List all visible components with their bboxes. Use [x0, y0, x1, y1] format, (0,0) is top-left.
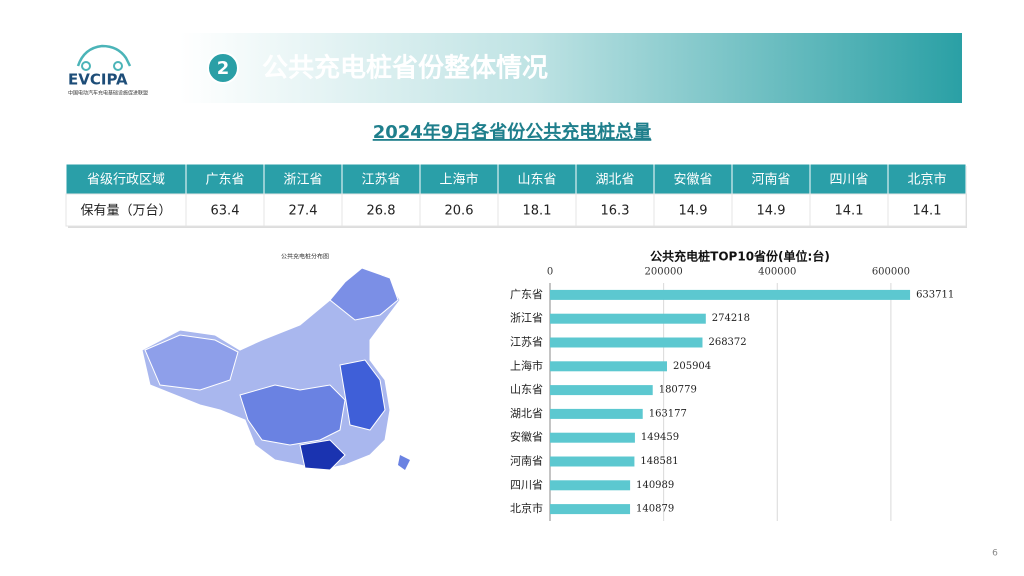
- header-text: 山东省: [517, 173, 556, 188]
- header-band: [180, 33, 962, 103]
- category-label: 浙江省: [510, 312, 543, 325]
- cell-text: 16.3: [601, 204, 630, 219]
- value-label: 268372: [708, 337, 746, 348]
- cell-text: 63.4: [211, 204, 240, 219]
- map-title: 公共充电桩分布图: [281, 253, 329, 261]
- table-cell: [497, 193, 577, 227]
- cell-text: 14.9: [679, 204, 708, 219]
- cell-text: 18.1: [523, 204, 552, 219]
- table-cell: [809, 193, 889, 227]
- header-text: 上海市: [439, 172, 478, 188]
- cell-text: 保有量（万台）: [80, 204, 171, 219]
- header-text: 北京市: [907, 172, 946, 188]
- bar: [550, 337, 703, 348]
- bar: [550, 408, 643, 419]
- subtitle: 2024年9月各省份公共充电桩总量: [373, 121, 652, 143]
- header-text: 省级行政区域: [87, 173, 165, 188]
- category-label: 广东省: [510, 288, 543, 301]
- header-text: 浙江省: [283, 173, 322, 188]
- cell-text: 20.6: [445, 204, 474, 219]
- header-cell: [497, 163, 577, 195]
- chart-title: 公共充电桩TOP10省份(单位:台): [650, 249, 830, 264]
- value-label: 140879: [636, 504, 674, 515]
- section-number: 2: [217, 58, 230, 79]
- header-text: 湖北省: [595, 173, 634, 188]
- bar: [550, 432, 635, 443]
- value-label: 163177: [649, 408, 687, 419]
- logo-org: 中国电动汽车充电基础设施促进联盟: [68, 90, 148, 97]
- logo-name: EVCIPA: [68, 71, 128, 89]
- table-cell: [575, 193, 655, 227]
- value-label: 149459: [641, 432, 679, 443]
- bar: [550, 385, 653, 396]
- bar: [550, 456, 635, 467]
- cell-text: 14.1: [835, 204, 864, 219]
- cell-text: 14.1: [913, 204, 942, 219]
- category-label: 北京市: [510, 501, 543, 515]
- value-label: 140989: [636, 480, 674, 491]
- cell-text: 14.9: [757, 204, 786, 219]
- table-cell: [653, 193, 733, 227]
- header-cell: [887, 163, 967, 195]
- header-text: 河南省: [751, 172, 790, 188]
- cell-text: 26.8: [367, 204, 396, 219]
- cell-text: 27.4: [289, 204, 318, 219]
- table-cell: [341, 193, 421, 227]
- header-title: 公共充电桩省份整体情况: [262, 53, 548, 84]
- x-tick-label: 0: [547, 267, 553, 278]
- bar-chart: 公共充电桩TOP10省份(单位:台) 0 200000 400000 600000 广东…: [510, 249, 954, 521]
- bar: [550, 361, 667, 372]
- table-cell: [419, 193, 499, 227]
- category-label: 江苏省: [510, 336, 543, 349]
- value-label: 274218: [712, 313, 750, 324]
- header-text: 广东省: [205, 173, 244, 188]
- header-cell: [653, 163, 733, 195]
- table-cell: [185, 193, 265, 227]
- bar: [550, 313, 706, 324]
- section-badge: [207, 52, 239, 84]
- header-text: 四川省: [829, 173, 868, 188]
- x-tick-label: 200000: [645, 267, 683, 278]
- logo: EVCIPA 中国电动汽车充电基础设施促进联盟: [68, 44, 148, 97]
- header-cell: [575, 163, 655, 195]
- value-label: 148581: [640, 456, 678, 467]
- bar: [550, 504, 631, 515]
- category-label: 四川省: [510, 478, 543, 491]
- china-map: 公共充电桩分布图: [141, 253, 410, 471]
- category-label: 湖北省: [510, 407, 543, 420]
- table-cell: [887, 193, 967, 227]
- category-label: 安徽省: [510, 430, 543, 444]
- header-cell: [731, 163, 811, 195]
- value-label: 633711: [916, 289, 954, 300]
- bar: [550, 289, 911, 300]
- category-label: 河南省: [510, 455, 543, 468]
- header-text: 江苏省: [361, 172, 400, 188]
- bar: [550, 480, 631, 491]
- value-label: 205904: [673, 361, 711, 372]
- category-label: 上海市: [510, 358, 543, 372]
- page-number: 6: [992, 549, 998, 559]
- data-table: 省级行政区域 广东省 浙江省 江苏省 上海市 山东省 湖北省 安徽省 河南省 四川省 北京市保有量（…: [65, 163, 967, 228]
- x-tick-label: 400000: [758, 267, 796, 278]
- value-label: 180779: [659, 385, 697, 396]
- x-tick-label: 600000: [872, 267, 910, 278]
- header-text: 安徽省: [673, 173, 712, 188]
- category-label: 山东省: [510, 383, 543, 396]
